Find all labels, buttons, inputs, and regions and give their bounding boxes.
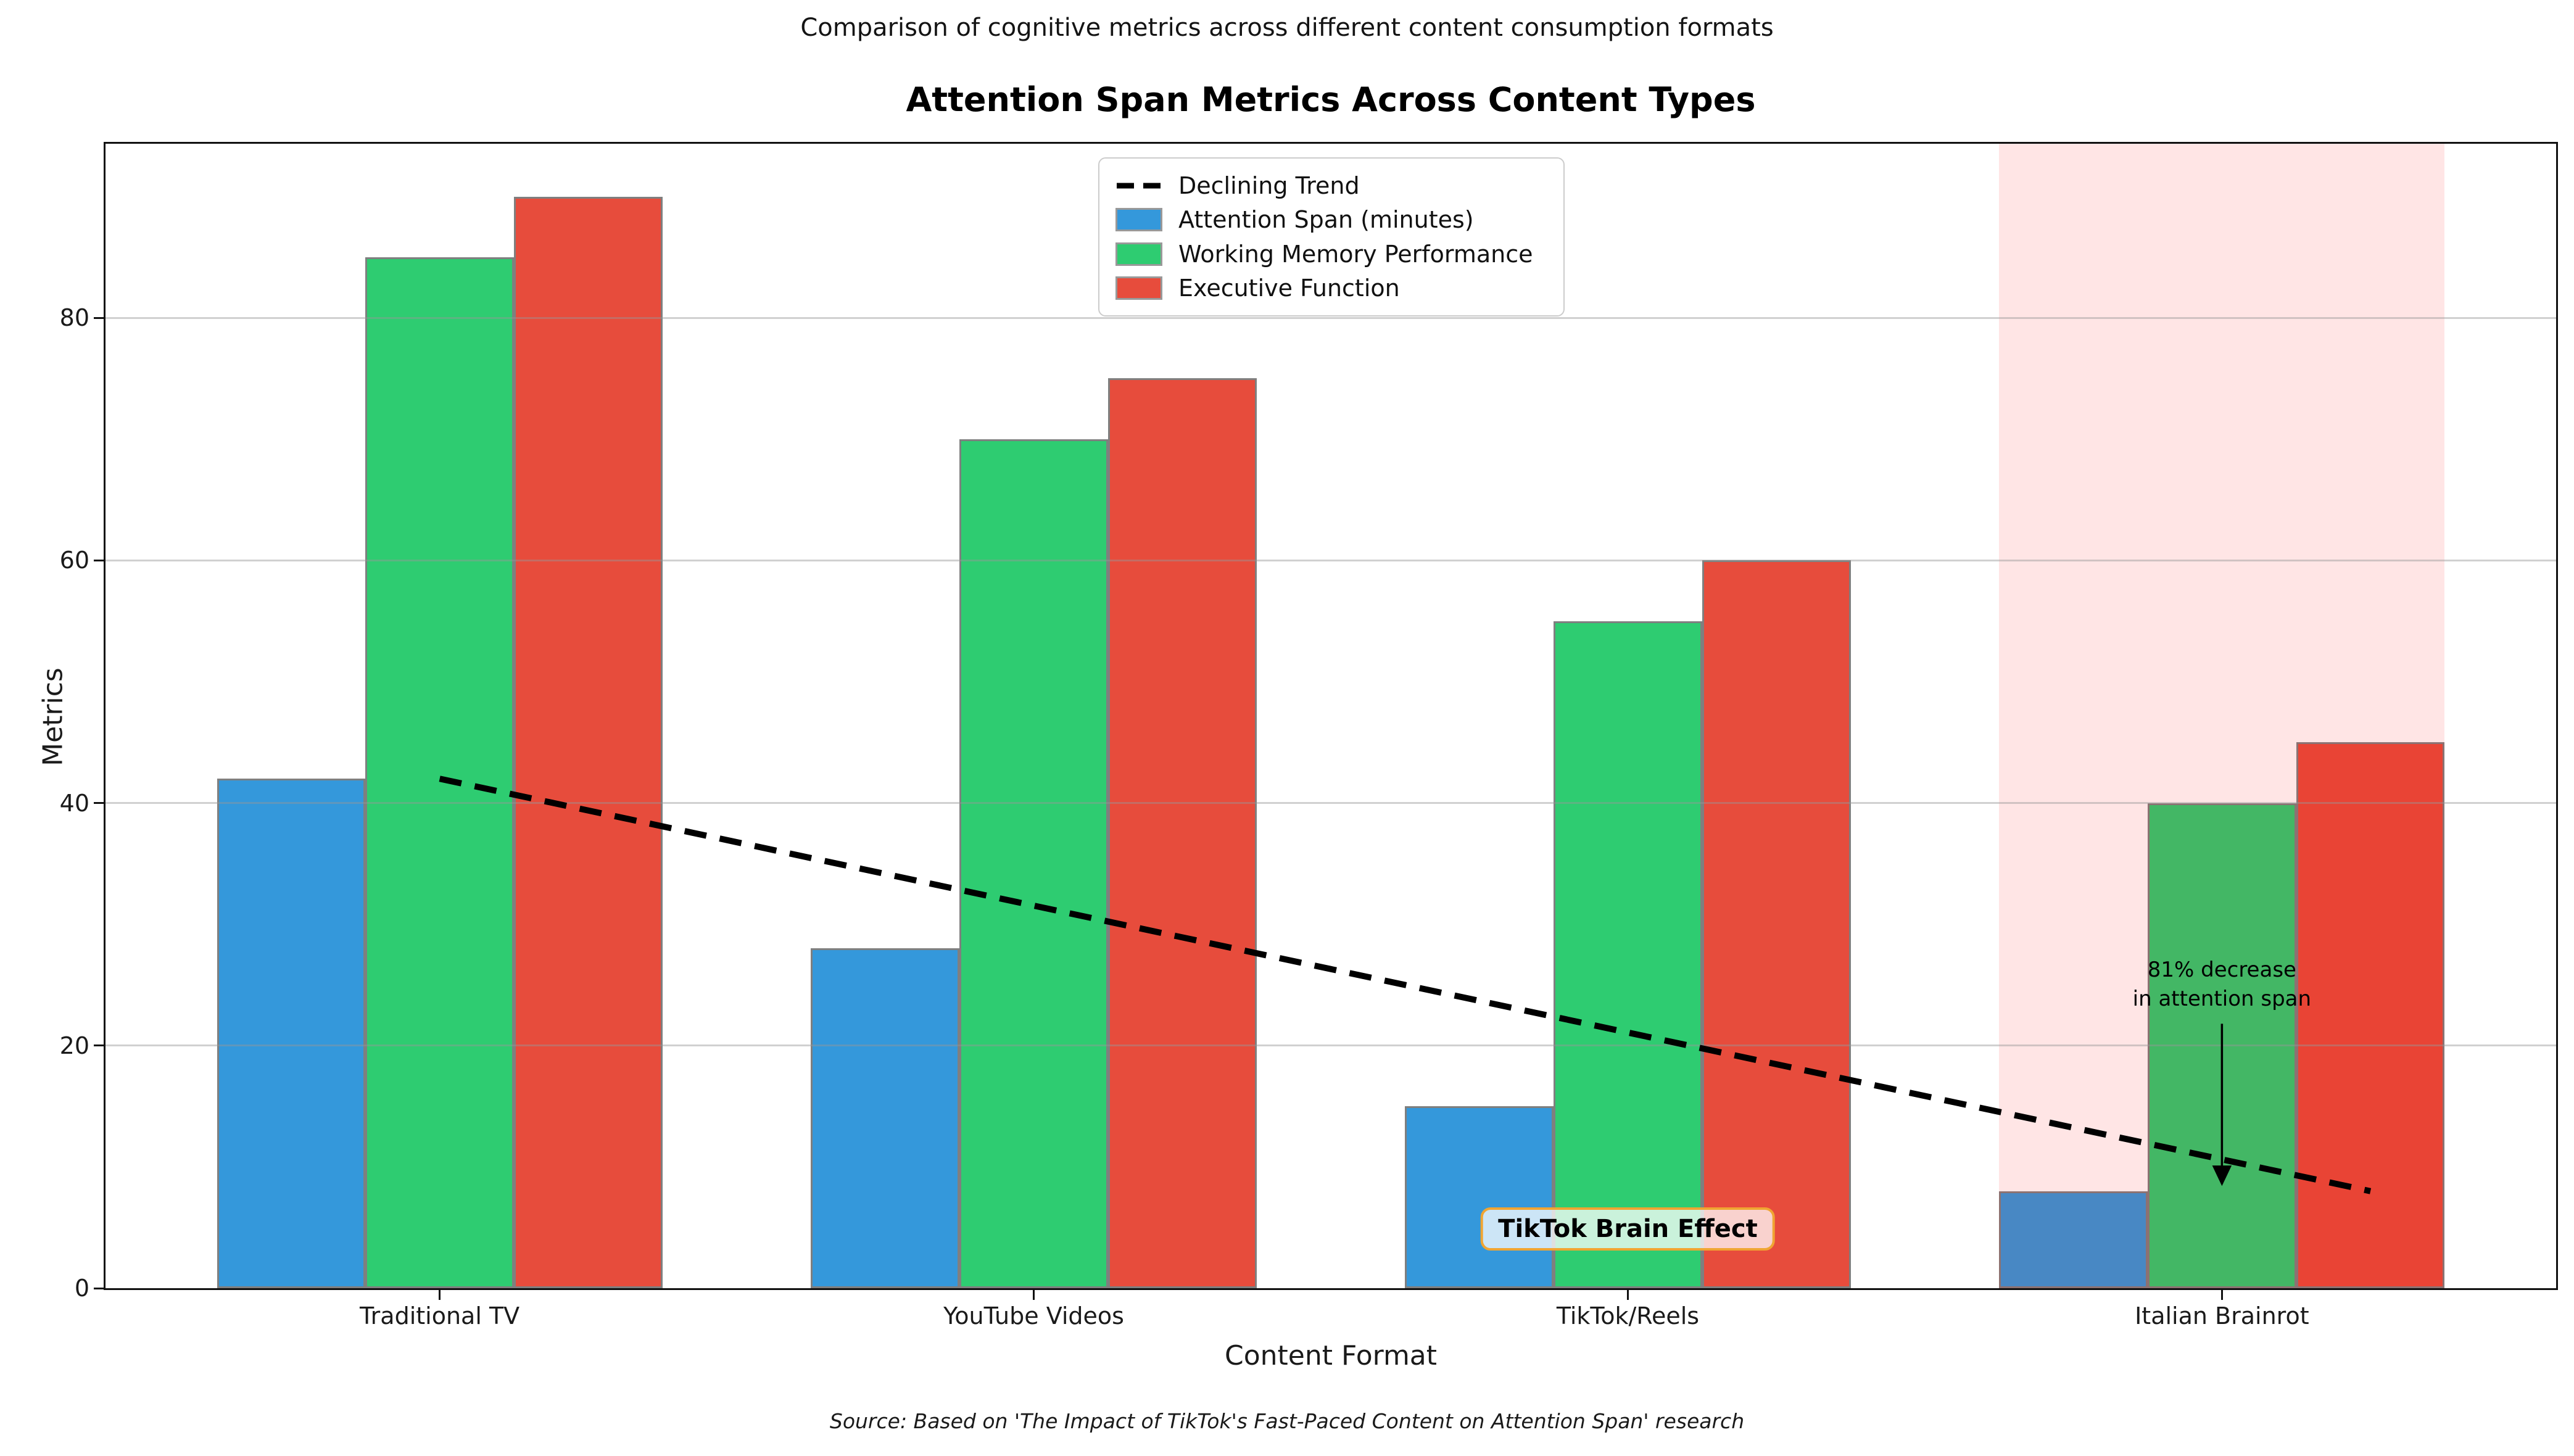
y-axis-tick-label: 40 [59,789,89,817]
bar [1999,1191,2148,1288]
x-axis-tick-label: YouTube Videos [943,1302,1124,1330]
x-axis-tick-label: TikTok/Reels [1556,1302,1700,1330]
bars-layer [106,144,2556,1288]
declining-trend-line [439,776,2372,1194]
x-tick-mark [1626,1290,1629,1300]
legend: Declining Trend Attention Span (minutes) W… [1098,157,1565,316]
legend-item: Declining Trend [1115,168,1547,203]
x-tick-mark [2220,1290,2223,1300]
legend-label: Working Memory Performance [1178,240,1533,268]
legend-label: Declining Trend [1178,172,1360,199]
y-tick-mark [94,316,104,319]
bar [1554,621,1702,1288]
x-axis-tick-label: Italian Brainrot [2135,1302,2309,1330]
bar [959,439,1108,1288]
annotation-line: in attention span [2132,987,2312,1012]
gridline [106,1044,2556,1047]
chart-title: Attention Span Metrics Across Content Ty… [906,80,1756,119]
x-tick-mark [439,1290,441,1300]
legend-item: Working Memory Performance [1115,237,1547,271]
y-axis-tick-label: 0 [74,1275,89,1302]
legend-dash-swatch [1117,183,1161,189]
legend-color-swatch [1115,208,1162,232]
bar [1702,560,1851,1288]
y-axis-tick-label: 60 [59,547,89,574]
legend-color-swatch [1115,242,1162,266]
y-tick-mark [94,1044,104,1047]
tiktok-brain-effect-badge: TikTok Brain Effect [1481,1207,1775,1251]
legend-label: Attention Span (minutes) [1178,206,1474,234]
trend-and-arrow-overlay [439,776,2372,1194]
annotation-81-percent-decrease: 81% decrease in attention span [2133,956,2311,1014]
grid-layer [106,144,2556,1288]
x-axis-label: Content Format [1224,1340,1438,1371]
legend-color-swatch [1115,276,1162,300]
gridline [106,802,2556,805]
y-axis-tick-label: 20 [59,1032,89,1059]
bar [1107,378,1257,1288]
figure-suptitle: Comparison of cognitive metrics across d… [800,14,1774,42]
bar [1405,1106,1554,1288]
gridline [106,316,2556,319]
annotation-line: 81% decrease [2147,958,2296,983]
legend-item: Executive Function [1115,271,1547,306]
y-tick-mark [94,559,104,561]
plot-area: 81% decrease in attention span TikTok Br… [104,142,2558,1290]
y-axis-label: Metrics [37,668,69,766]
x-axis-tick-label: Traditional TV [360,1302,520,1330]
legend-item: Attention Span (minutes) [1115,203,1547,238]
bar [811,948,960,1288]
bar [217,779,366,1288]
bar [2296,742,2445,1288]
gridline [106,559,2556,561]
source-note: Source: Based on 'The Impact of TikTok's… [829,1409,1745,1433]
bar [365,257,514,1288]
y-tick-mark [94,802,104,805]
y-axis-tick-label: 80 [59,304,89,332]
legend-label: Executive Function [1178,275,1400,302]
x-tick-mark [1033,1290,1035,1300]
y-tick-mark [94,1287,104,1289]
bar [514,196,663,1288]
